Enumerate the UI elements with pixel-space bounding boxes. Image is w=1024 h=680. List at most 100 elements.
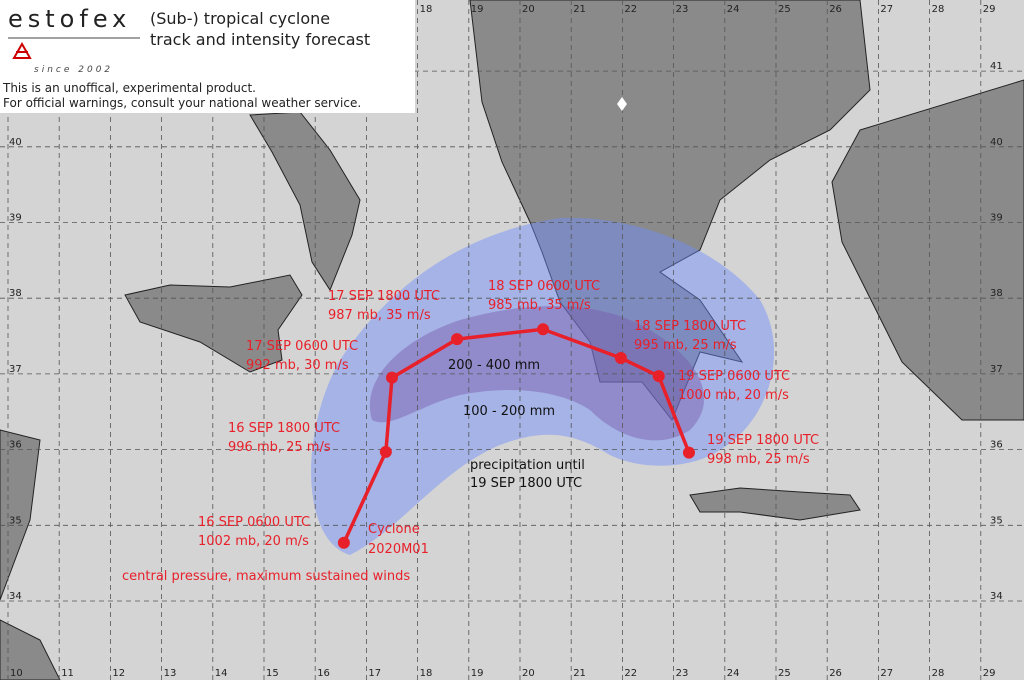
lat-label: 34 [9, 591, 22, 602]
track-point [652, 370, 665, 383]
header: estofex since 2002 (Sub-) tropical cyclo… [0, 0, 415, 113]
lon-label: 29 [983, 4, 996, 15]
sicily [124, 274, 303, 373]
point-intensity: 998 mb, 25 m/s [707, 452, 810, 467]
track-point [451, 333, 464, 346]
turkey [831, 79, 1024, 421]
point-time: 19 SEP 0600 UTC [678, 369, 790, 384]
lon-label: 10 [10, 668, 23, 679]
lon-label: 23 [676, 668, 689, 679]
lat-label: 39 [9, 213, 22, 224]
lon-label: 20 [522, 4, 535, 15]
lon-label: 13 [164, 668, 177, 679]
point-intensity: 992 mb, 30 m/s [246, 358, 349, 373]
lon-label: 15 [266, 668, 279, 679]
point-time: 18 SEP 0600 UTC [488, 279, 600, 294]
lon-label: 22 [624, 4, 637, 15]
point-time: 19 SEP 1800 UTC [707, 433, 819, 448]
lat-label: 37 [990, 364, 1003, 375]
point-intensity: 995 mb, 25 m/s [634, 338, 737, 353]
lon-label: 12 [112, 668, 125, 679]
since: since 2002 [34, 65, 113, 75]
point-time: 16 SEP 1800 UTC [228, 421, 340, 436]
track: 16 SEP 0600 UTC 1002 mb, 20 m/s 16 SEP 180… [198, 279, 819, 549]
disclaimer: This is an unoffical, experimental produ… [2, 81, 256, 95]
lon-label: 19 [471, 668, 484, 679]
lat-label: 39 [990, 213, 1003, 224]
tunisia [0, 429, 41, 601]
lat-label: 35 [9, 515, 22, 526]
outer-band-label: 100 - 200 mm [463, 404, 555, 419]
lon-label: 29 [983, 668, 996, 679]
lon-label: 20 [522, 668, 535, 679]
lat-label: 41 [990, 61, 1003, 72]
track-point [614, 352, 627, 365]
point-time: 17 SEP 0600 UTC [246, 339, 358, 354]
lon-label: 22 [624, 668, 637, 679]
title: track and intensity forecast [150, 30, 370, 49]
precip-label: precipitation until [470, 458, 585, 473]
point-time: 16 SEP 0600 UTC [198, 515, 310, 530]
lon-label: 27 [880, 668, 893, 679]
cyclone-name: Cyclone [368, 522, 420, 537]
precip-outer [311, 217, 775, 555]
brand: estofex [8, 5, 131, 33]
greece [469, 0, 871, 421]
lat-label: 36 [9, 440, 22, 451]
point-intensity: 985 mb, 35 m/s [488, 298, 591, 313]
track-line [342, 327, 691, 544]
annotations: Cyclone 2020M01 central pressure, maximu… [122, 358, 585, 584]
crete [689, 487, 861, 521]
disclaimer: For official warnings, consult your nati… [3, 96, 361, 110]
track-point [337, 536, 350, 549]
lon-label: 23 [676, 4, 689, 15]
lon-label: 26 [829, 4, 842, 15]
lon-label: 19 [471, 4, 484, 15]
lon-label: 17 [368, 668, 381, 679]
lon-label: 27 [880, 4, 893, 15]
lat-label: 38 [9, 288, 22, 299]
lon-label: 16 [317, 668, 330, 679]
lon-label: 11 [61, 668, 74, 679]
point-time: 18 SEP 1800 UTC [634, 319, 746, 334]
track-point [386, 371, 398, 384]
lon-label: 26 [829, 668, 842, 679]
lon-label: 24 [727, 4, 740, 15]
marker [617, 97, 627, 111]
inner-band-label: 200 - 400 mm [448, 358, 540, 373]
lon-label: 14 [215, 668, 228, 679]
lon-label: 25 [778, 4, 791, 15]
point-time: 17 SEP 1800 UTC [328, 289, 440, 304]
track-point [379, 445, 392, 458]
lon-label: 21 [573, 668, 586, 679]
lat-label: 36 [990, 440, 1003, 451]
lat-label: 37 [9, 364, 22, 375]
header-box [0, 0, 415, 113]
lon-label: 18 [420, 4, 433, 15]
point-intensity: 1002 mb, 20 m/s [198, 534, 309, 549]
lat-label: 38 [990, 288, 1003, 299]
point-intensity: 987 mb, 35 m/s [328, 308, 431, 323]
lon-label: 25 [778, 668, 791, 679]
lon-label: 28 [932, 4, 945, 15]
track-point [682, 446, 695, 459]
lon-label: 21 [573, 4, 586, 15]
lon-label: 18 [420, 668, 433, 679]
lat-label: 40 [9, 137, 22, 148]
lon-label: 24 [727, 668, 740, 679]
track-point [537, 323, 550, 336]
point-intensity: 1000 mb, 20 m/s [678, 388, 789, 403]
precip-label: 19 SEP 1800 UTC [470, 476, 582, 491]
legend-note: central pressure, maximum sustained wind… [122, 569, 410, 584]
lat-label: 34 [990, 591, 1003, 602]
point-intensity: 996 mb, 25 m/s [228, 440, 331, 455]
libya [0, 619, 61, 680]
lon-label: 28 [932, 668, 945, 679]
lat-label: 40 [990, 137, 1003, 148]
title: (Sub-) tropical cyclone [150, 9, 330, 28]
logo [12, 41, 32, 59]
lat-label: 35 [990, 515, 1003, 526]
cyclone-id: 2020M01 [368, 542, 429, 557]
